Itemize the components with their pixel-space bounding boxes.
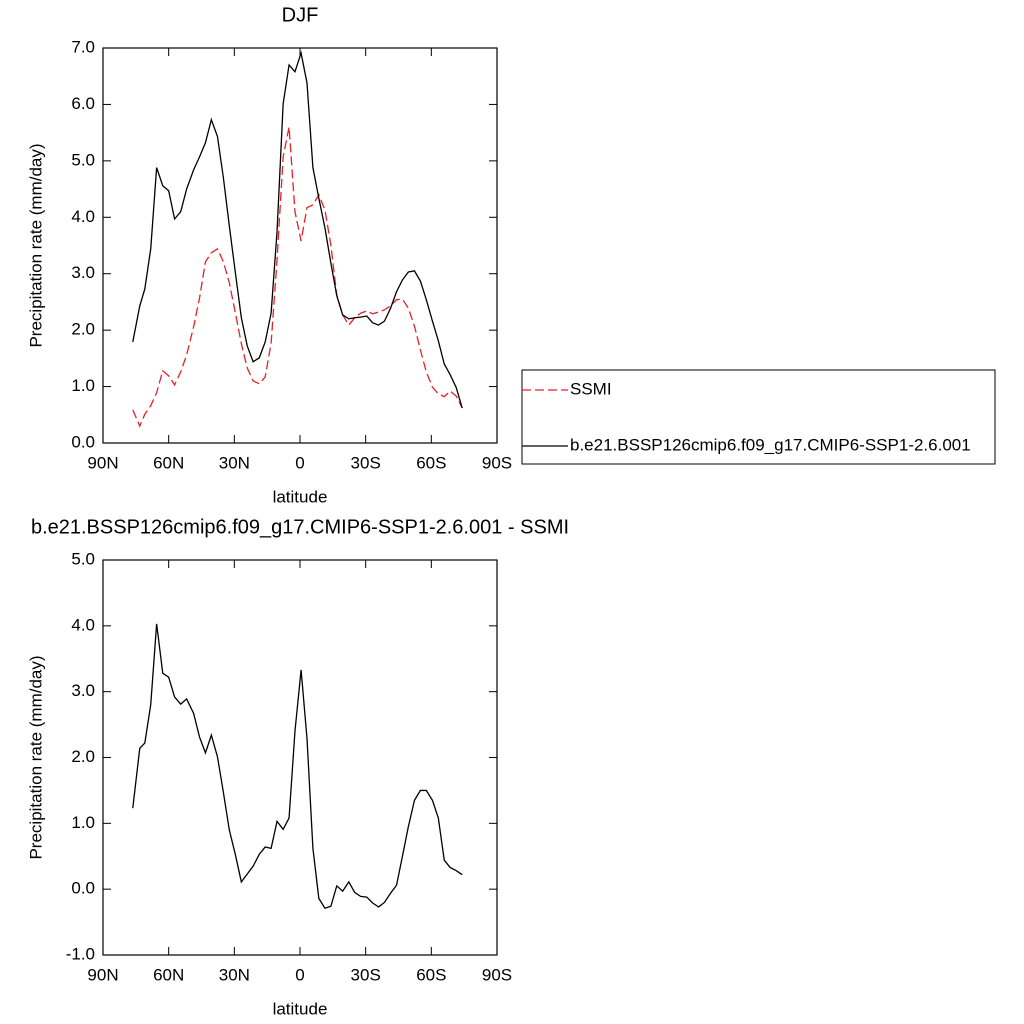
plot-frame bbox=[102, 559, 498, 956]
x-tick-label: 0 bbox=[295, 453, 304, 472]
y-tick-label: 7.0 bbox=[71, 37, 95, 56]
legend-label: SSMI bbox=[570, 379, 612, 398]
x-tick-label: 90S bbox=[482, 965, 512, 984]
data-line bbox=[132, 623, 463, 910]
y-tick-label: 1.0 bbox=[71, 813, 95, 832]
y-tick-label: 5.0 bbox=[71, 150, 95, 169]
plot-frame bbox=[102, 47, 498, 444]
x-tick-label: 60S bbox=[416, 965, 446, 984]
y-tick-label: 3.0 bbox=[71, 263, 95, 282]
data-line bbox=[132, 126, 463, 428]
x-tick-label: 60S bbox=[416, 453, 446, 472]
x-tick-label: 0 bbox=[295, 965, 304, 984]
x-axis-label: latitude bbox=[273, 487, 328, 506]
y-tick-label: 1.0 bbox=[71, 376, 95, 395]
x-axis-label: latitude bbox=[273, 999, 328, 1018]
y-tick-label: 2.0 bbox=[71, 320, 95, 339]
data-line bbox=[132, 50, 463, 409]
x-tick-label: 90N bbox=[87, 453, 118, 472]
x-tick-label: 30N bbox=[219, 965, 250, 984]
y-axis-label: Precipitation rate (mm/day) bbox=[26, 655, 45, 859]
chart-title: DJF bbox=[282, 4, 319, 26]
y-axis-label: Precipitation rate (mm/day) bbox=[26, 143, 45, 347]
y-tick-label: 3.0 bbox=[71, 681, 95, 700]
x-tick-label: 30S bbox=[351, 453, 381, 472]
x-tick-label: 30S bbox=[351, 965, 381, 984]
x-tick-label: 90S bbox=[482, 453, 512, 472]
x-tick-label: 90N bbox=[87, 965, 118, 984]
legend-label: b.e21.BSSP126cmip6.f09_g17.CMIP6-SSP1-2.… bbox=[570, 435, 971, 454]
y-tick-label: 2.0 bbox=[71, 747, 95, 766]
x-tick-label: 30N bbox=[219, 453, 250, 472]
y-tick-label: 0.0 bbox=[71, 879, 95, 898]
y-tick-label: 0.0 bbox=[71, 432, 95, 451]
legend-box bbox=[521, 369, 996, 465]
y-tick-label: 5.0 bbox=[71, 549, 95, 568]
x-tick-label: 60N bbox=[153, 453, 184, 472]
y-tick-label: 6.0 bbox=[71, 94, 95, 113]
y-tick-label: -1.0 bbox=[66, 944, 95, 963]
y-tick-label: 4.0 bbox=[71, 615, 95, 634]
chart-title: b.e21.BSSP126cmip6.f09_g17.CMIP6-SSP1-2.… bbox=[31, 516, 569, 538]
x-tick-label: 60N bbox=[153, 965, 184, 984]
y-tick-label: 4.0 bbox=[71, 207, 95, 226]
